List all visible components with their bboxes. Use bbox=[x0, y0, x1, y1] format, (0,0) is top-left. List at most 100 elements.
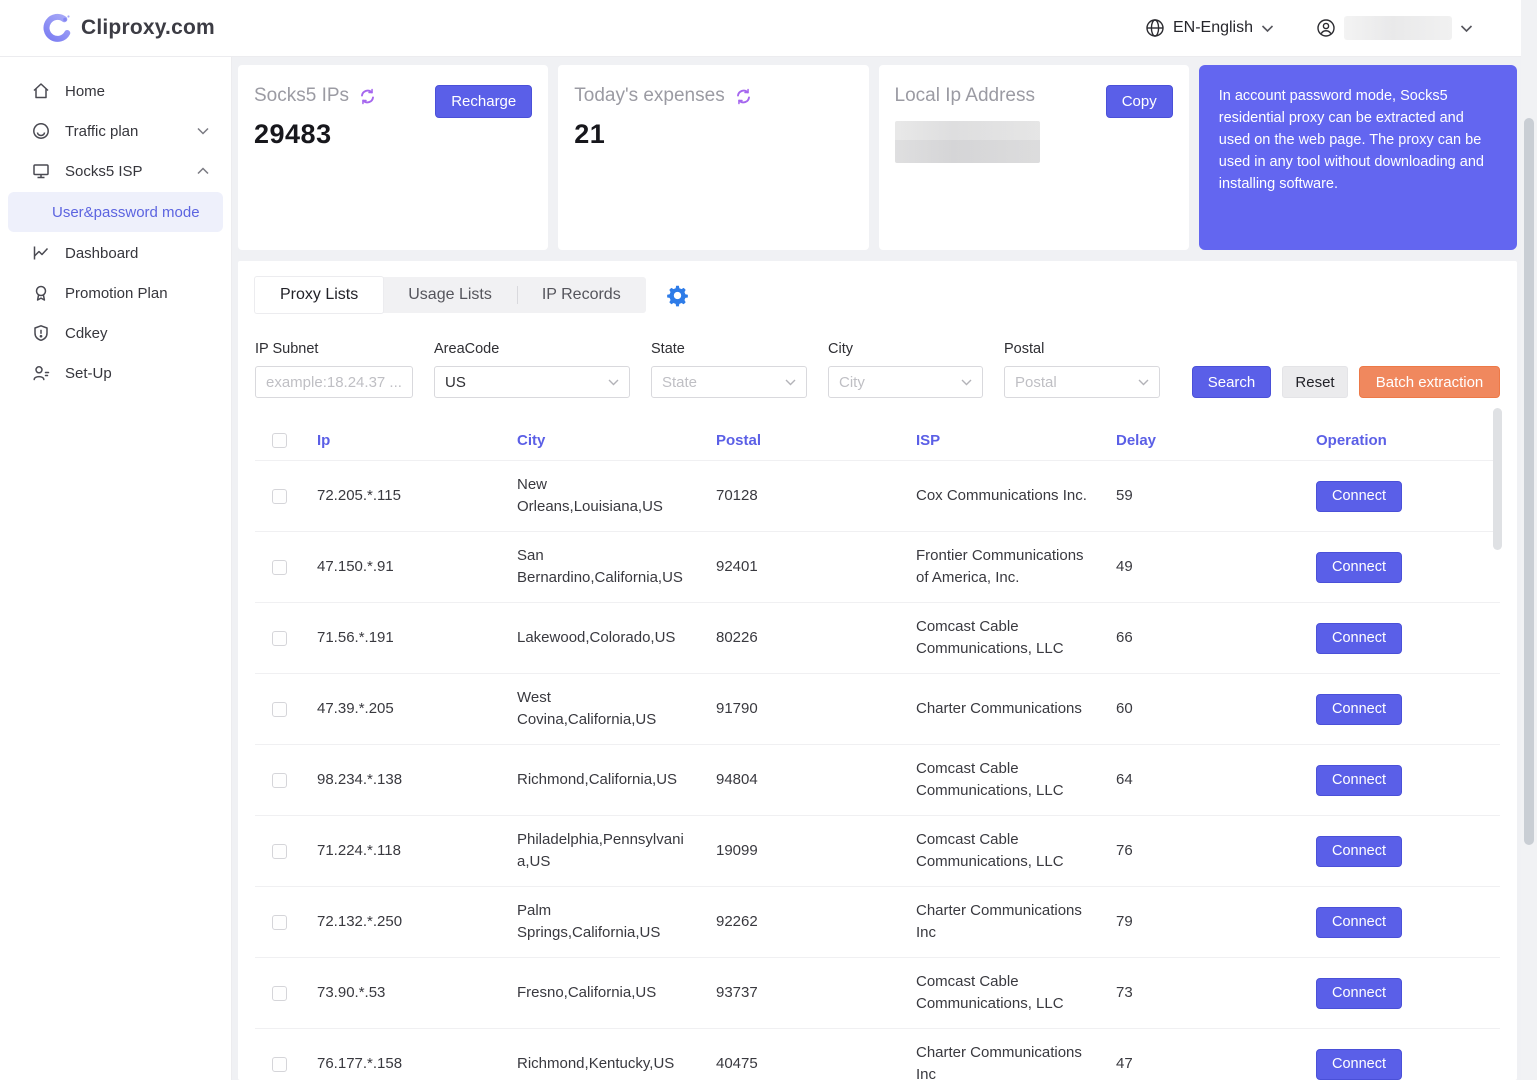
search-button[interactable]: Search bbox=[1192, 366, 1271, 398]
sidebar-item-promotion-plan[interactable]: Promotion Plan bbox=[0, 273, 231, 313]
language-selector[interactable]: EN-English bbox=[1145, 18, 1274, 38]
state-select[interactable]: State bbox=[651, 366, 807, 398]
sidebar-item-label: Set-Up bbox=[65, 364, 112, 382]
row-checkbox[interactable] bbox=[272, 843, 287, 859]
row-checkbox[interactable] bbox=[272, 559, 287, 575]
sidebar-item-cdkey[interactable]: Cdkey bbox=[0, 313, 231, 353]
cell-ip: 76.177.*.158 bbox=[317, 1055, 403, 1072]
tab-ip-records[interactable]: IP Records bbox=[516, 277, 646, 313]
sidebar-item-set-up[interactable]: Set-Up bbox=[0, 353, 231, 393]
batch-extraction-button[interactable]: Batch extraction bbox=[1359, 366, 1500, 398]
cell-postal: 19099 bbox=[716, 842, 758, 859]
connect-button[interactable]: Connect bbox=[1316, 835, 1402, 867]
tab-bar: Proxy Lists Usage Lists IP Records bbox=[255, 277, 646, 313]
cell-isp: Charter Communications Inc bbox=[916, 1044, 1082, 1080]
connect-button[interactable]: Connect bbox=[1316, 622, 1402, 654]
card-todays-expenses: Today's expenses 21 bbox=[558, 65, 869, 250]
connect-button[interactable]: Connect bbox=[1316, 906, 1402, 938]
cell-city: Philadelphia,Pennsylvania,US bbox=[517, 831, 684, 870]
globe-icon bbox=[1146, 19, 1164, 37]
expenses-value: 21 bbox=[574, 119, 606, 149]
cell-delay: 79 bbox=[1116, 913, 1133, 930]
page-scrollbar[interactable] bbox=[1521, 0, 1537, 1080]
reset-button[interactable]: Reset bbox=[1282, 366, 1348, 398]
areacode-select[interactable]: US bbox=[434, 366, 630, 398]
cell-city: Fresno,California,US bbox=[517, 984, 657, 1001]
row-checkbox[interactable] bbox=[272, 701, 287, 717]
table-row: 71.224.*.118 Philadelphia,Pennsylvania,U… bbox=[255, 816, 1500, 887]
home-icon bbox=[33, 83, 49, 99]
sidebar-item-socks5-isp[interactable]: Socks5 ISP bbox=[0, 151, 231, 191]
col-header-ip: Ip bbox=[317, 431, 331, 449]
brand-logo[interactable]: Cliproxy.com bbox=[42, 13, 215, 43]
col-header-postal: Postal bbox=[716, 431, 762, 449]
sidebar-item-label: Dashboard bbox=[65, 244, 139, 262]
sidebar-item-home[interactable]: Home bbox=[0, 71, 231, 111]
connect-button[interactable]: Connect bbox=[1316, 551, 1402, 583]
page-scrollbar-thumb[interactable] bbox=[1524, 118, 1534, 845]
cell-isp: Cox Communications Inc. bbox=[916, 487, 1087, 504]
table-row: 72.132.*.250 Palm Springs,California,US … bbox=[255, 887, 1500, 958]
table-row: 47.150.*.91 San Bernardino,California,US… bbox=[255, 532, 1500, 603]
chevron-down-icon bbox=[608, 379, 619, 385]
medal-icon bbox=[35, 285, 47, 301]
row-checkbox[interactable] bbox=[272, 630, 287, 646]
connect-button[interactable]: Connect bbox=[1316, 1048, 1402, 1080]
postal-select[interactable]: Postal bbox=[1004, 366, 1160, 398]
chevron-down-icon bbox=[1460, 24, 1473, 32]
account-menu[interactable] bbox=[1316, 16, 1473, 40]
traffic-plan-icon bbox=[33, 123, 49, 139]
row-checkbox[interactable] bbox=[272, 914, 287, 930]
cell-isp: Comcast Cable Communications, LLC bbox=[916, 618, 1064, 657]
row-checkbox[interactable] bbox=[272, 772, 287, 788]
recharge-button[interactable]: Recharge bbox=[435, 85, 533, 118]
connect-button[interactable]: Connect bbox=[1316, 977, 1402, 1009]
local-ip-redacted bbox=[894, 121, 1040, 163]
dashboard-chart-icon bbox=[33, 246, 49, 260]
tab-proxy-lists[interactable]: Proxy Lists bbox=[255, 277, 384, 313]
sidebar-item-user-password-mode[interactable]: User&password mode bbox=[8, 192, 223, 232]
state-placeholder: State bbox=[662, 373, 698, 391]
sidebar-item-dashboard[interactable]: Dashboard bbox=[0, 233, 231, 273]
settings-gear-icon[interactable] bbox=[666, 284, 689, 307]
row-checkbox[interactable] bbox=[272, 985, 287, 1001]
refresh-icon[interactable] bbox=[358, 87, 377, 106]
select-all-checkbox[interactable] bbox=[272, 432, 287, 448]
sidebar-item-label: Home bbox=[65, 82, 106, 100]
cell-postal: 40475 bbox=[716, 1055, 758, 1072]
connect-button[interactable]: Connect bbox=[1316, 480, 1402, 512]
postal-placeholder: Postal bbox=[1015, 373, 1057, 391]
cell-delay: 66 bbox=[1116, 629, 1133, 646]
copy-button[interactable]: Copy bbox=[1105, 85, 1173, 118]
cell-city: New Orleans,Louisiana,US bbox=[517, 476, 663, 515]
tab-usage-lists[interactable]: Usage Lists bbox=[408, 286, 492, 303]
cell-ip: 71.56.*.191 bbox=[317, 629, 394, 646]
city-select[interactable]: City bbox=[828, 366, 983, 398]
table-scrollbar-thumb[interactable] bbox=[1493, 408, 1502, 550]
cell-city: Lakewood,Colorado,US bbox=[517, 629, 676, 646]
table-header-row: Ip City Postal ISP Delay Operation bbox=[255, 420, 1500, 461]
col-header-city: City bbox=[517, 431, 546, 449]
cell-postal: 70128 bbox=[716, 487, 758, 504]
refresh-icon[interactable] bbox=[734, 87, 753, 106]
cell-isp: Comcast Cable Communications, LLC bbox=[916, 760, 1064, 799]
cell-city: Richmond,California,US bbox=[517, 771, 678, 788]
connect-button[interactable]: Connect bbox=[1316, 764, 1402, 796]
cell-ip: 71.224.*.118 bbox=[317, 842, 401, 859]
cell-postal: 91790 bbox=[716, 700, 758, 717]
proxy-panel: Proxy Lists Usage Lists IP Records IP Su… bbox=[238, 261, 1517, 1080]
cell-ip: 98.234.*.138 bbox=[317, 771, 403, 788]
sidebar-item-traffic-plan[interactable]: Traffic plan bbox=[0, 111, 231, 151]
cell-isp: Frontier Communications of America, Inc. bbox=[916, 547, 1084, 586]
table-row: 73.90.*.53 Fresno,California,US 93737 Co… bbox=[255, 958, 1500, 1029]
row-checkbox[interactable] bbox=[272, 488, 287, 504]
row-checkbox[interactable] bbox=[272, 1056, 287, 1072]
chevron-down-icon bbox=[961, 379, 972, 385]
connect-button[interactable]: Connect bbox=[1316, 693, 1402, 725]
table-row: 76.177.*.158 Richmond,Kentucky,US 40475 … bbox=[255, 1029, 1500, 1080]
shield-alert-icon bbox=[34, 325, 48, 342]
ip-subnet-input[interactable] bbox=[266, 373, 402, 391]
city-placeholder: City bbox=[839, 373, 865, 391]
cell-delay: 49 bbox=[1116, 558, 1133, 575]
proxy-table: Ip City Postal ISP Delay Operation 72.20… bbox=[255, 420, 1500, 1080]
